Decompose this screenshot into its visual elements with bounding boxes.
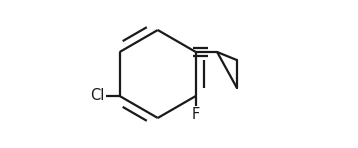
Text: Cl: Cl bbox=[90, 89, 104, 103]
Text: F: F bbox=[192, 107, 200, 122]
